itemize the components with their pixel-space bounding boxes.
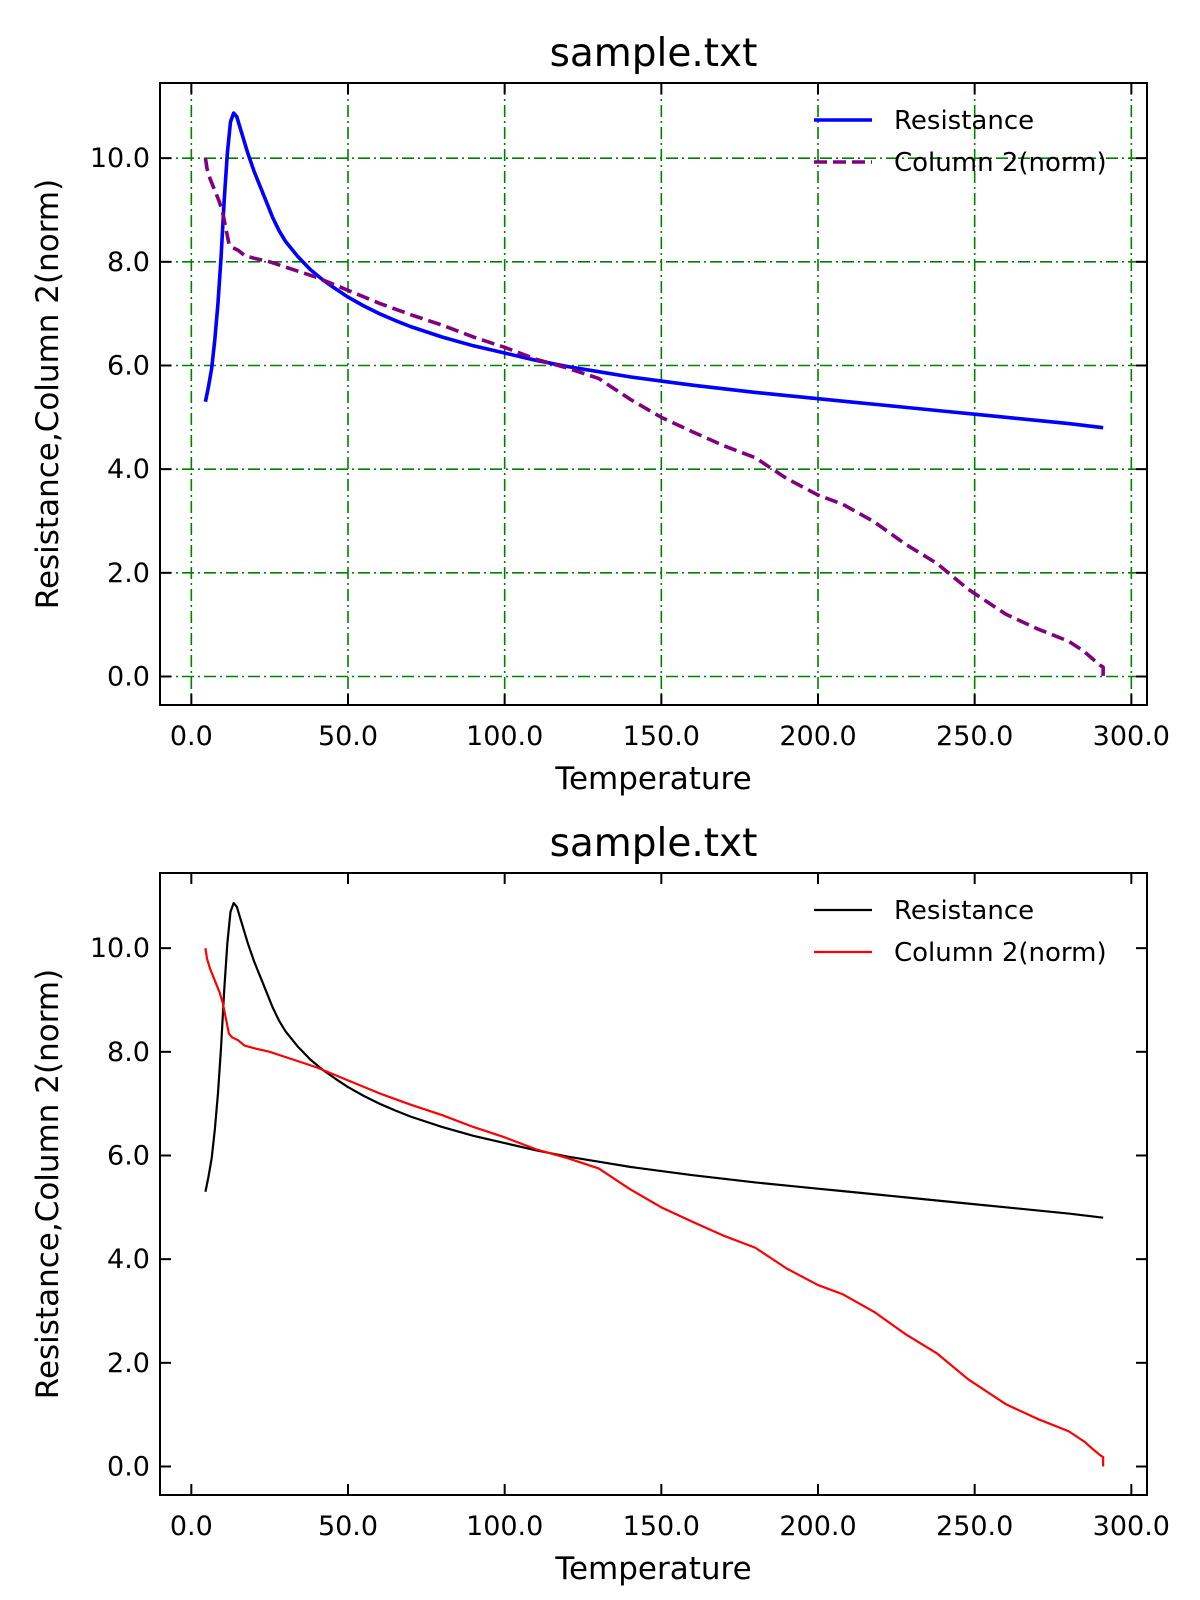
x-tick-label: 50.0	[318, 1511, 378, 1542]
series-line-resistance	[203, 111, 1104, 430]
chart-2: 0.0 50.0 100.0 150.0 200.0 250.0 300.0 0.0 2.0 4.…	[30, 821, 1170, 1587]
x-tick-label: 300.0	[1093, 721, 1170, 752]
plot-frame	[159, 872, 1148, 1496]
x-tick-label: 150.0	[623, 721, 700, 752]
x-axis-label: Temperature	[554, 1551, 751, 1587]
x-tick-label: 50.0	[318, 721, 378, 752]
x-tick-label: 200.0	[779, 1511, 856, 1542]
x-tick-label: 100.0	[466, 1511, 543, 1542]
legend-label: Resistance	[894, 106, 1034, 136]
legend: Resistance Column 2(norm)	[814, 896, 1107, 968]
y-axis-label: Resistance,Column 2(norm)	[30, 969, 66, 1399]
x-tick-label: 150.0	[623, 1511, 700, 1542]
y-tick-label: 0.0	[107, 1451, 150, 1482]
y-tick-label: 2.0	[107, 1348, 150, 1379]
series-line-column-2-norm-	[204, 947, 1105, 1467]
y-tick-label: 4.0	[107, 454, 150, 485]
y-tick-label: 10.0	[90, 143, 150, 174]
legend: Resistance Column 2(norm)	[814, 106, 1107, 178]
grid	[160, 83, 1147, 705]
x-tick-label: 250.0	[936, 1511, 1013, 1542]
series-line-column-2-norm-	[203, 157, 1105, 677]
x-tick-label: 0.0	[170, 721, 213, 752]
legend-label: Column 2(norm)	[894, 148, 1107, 178]
chart-title: sample.txt	[550, 31, 758, 76]
chart-1: 0.0 50.0 100.0 150.0 200.0 250.0 300.0 0.0 2.0 4.…	[30, 31, 1170, 797]
y-tick-label: 10.0	[90, 933, 150, 964]
y-tick-label: 8.0	[107, 247, 150, 278]
y-tick-label: 4.0	[107, 1244, 150, 1275]
y-tick-label: 6.0	[107, 350, 150, 381]
x-tick-label: 100.0	[466, 721, 543, 752]
y-tick-label: 8.0	[107, 1037, 150, 1068]
x-tick-label: 0.0	[170, 1511, 213, 1542]
chart-title: sample.txt	[550, 821, 758, 866]
plot-frame	[159, 82, 1148, 706]
series-line-resistance	[204, 901, 1104, 1219]
x-tick-label: 200.0	[779, 721, 856, 752]
legend-label: Column 2(norm)	[894, 938, 1107, 968]
x-axis-label: Temperature	[554, 761, 751, 797]
y-tick-label: 0.0	[107, 661, 150, 692]
x-tick-label: 250.0	[936, 721, 1013, 752]
y-axis-label: Resistance,Column 2(norm)	[30, 179, 66, 609]
legend-label: Resistance	[894, 896, 1034, 926]
y-tick-label: 2.0	[107, 558, 150, 589]
x-tick-label: 300.0	[1093, 1511, 1170, 1542]
y-tick-label: 6.0	[107, 1140, 150, 1171]
